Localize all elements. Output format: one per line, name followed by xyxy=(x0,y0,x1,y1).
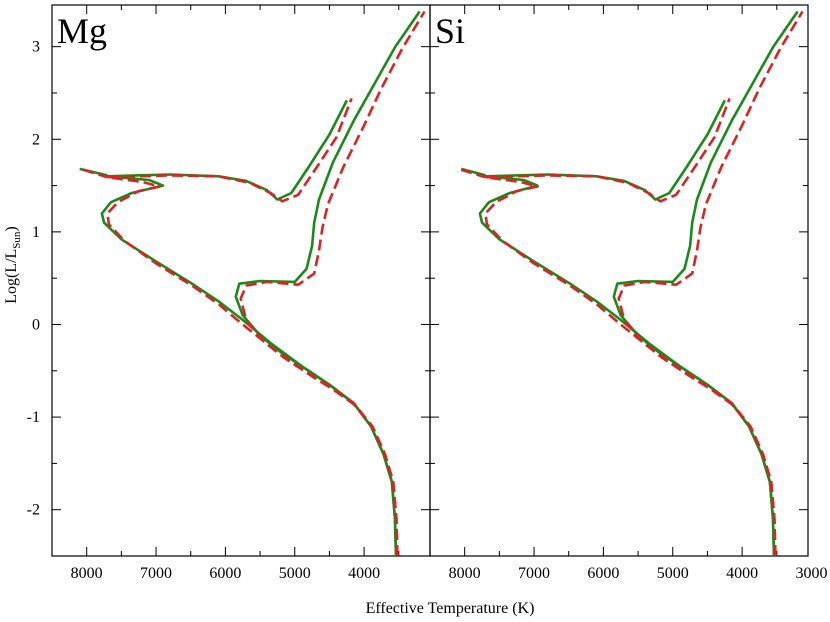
panel-si: 8000 7000 6000 5000 4000 3000 Si xyxy=(429,4,827,582)
series-group xyxy=(79,10,426,556)
series-group xyxy=(460,10,804,556)
x-tick-label: 3000 xyxy=(795,565,827,582)
y-axis-label: Log(L/LSun) xyxy=(3,226,23,304)
panel-title: Mg xyxy=(57,11,107,51)
y-tick-label: 1 xyxy=(32,224,40,241)
x-tick-label: 4000 xyxy=(348,565,380,582)
y-tick-label: -1 xyxy=(27,409,40,426)
x-tick-label: 6000 xyxy=(587,565,619,582)
y-tick-label: 2 xyxy=(32,131,40,148)
y-tick-label: 0 xyxy=(32,316,40,333)
isochrone-dashed-line xyxy=(617,10,804,556)
isochrone-dashed-line xyxy=(239,10,426,556)
x-tick-label: 4000 xyxy=(726,565,758,582)
y-tick-label: -2 xyxy=(27,502,40,519)
x-tick-label: 5000 xyxy=(657,565,689,582)
isochrone-dashed-line xyxy=(106,98,399,556)
x-tick-label: 7000 xyxy=(140,565,172,582)
y-tick-label: 3 xyxy=(32,39,40,56)
x-tick-label: 6000 xyxy=(209,565,241,582)
panel-mg: 8000 7000 6000 5000 4000 -2 -1 0 1 2 3 Mg xyxy=(27,4,431,582)
x-tick-label: 8000 xyxy=(449,565,481,582)
x-axis-label: Effective Temperature (K) xyxy=(366,600,535,617)
isochrone-dashed-line xyxy=(484,98,777,556)
isochrone-dashed-line xyxy=(460,168,486,179)
x-tick-label: 8000 xyxy=(71,565,103,582)
plot-frame xyxy=(429,4,809,557)
isochrone-dashed-line xyxy=(82,168,108,179)
x-tick-label: 7000 xyxy=(518,565,550,582)
x-tick-label: 5000 xyxy=(279,565,311,582)
panel-title: Si xyxy=(435,11,465,51)
